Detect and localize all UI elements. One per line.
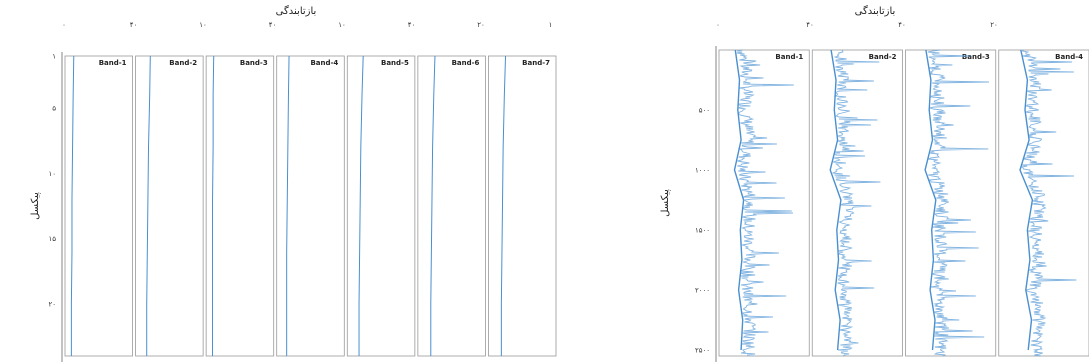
band-profile-line bbox=[927, 49, 990, 357]
band-label: Band-4 bbox=[1055, 53, 1083, 61]
band-profile-baseline bbox=[924, 49, 937, 351]
y-tick-label: ۱۰ bbox=[48, 170, 56, 178]
x-tick-label: ۴۰ bbox=[806, 21, 814, 29]
chart-right-svg: بازتابندگی ۰ ۴۰ ۴۰ ۲۰ ۵۰۰ ۱۰۰۰ ۱۵۰۰ ۲۰۰۰ ۲۵۰۰ پیکس… bbox=[660, 5, 1089, 362]
band-profile-baseline bbox=[1019, 49, 1034, 351]
band-panel-frame bbox=[718, 49, 810, 357]
x-tick-label: ۰ bbox=[716, 21, 720, 29]
band-panel-frame bbox=[135, 55, 204, 357]
y-tick-label: ۵۰۰ bbox=[699, 107, 710, 115]
band-profile-line bbox=[1020, 49, 1077, 357]
band-label: Band-4 bbox=[310, 59, 338, 67]
y-tick-label: ۱ bbox=[52, 53, 56, 61]
y-tick-label: ۱۵۰۰ bbox=[695, 227, 710, 235]
band-profile-baseline bbox=[733, 49, 745, 351]
band-panel-frame bbox=[276, 55, 345, 357]
band-panel-frame bbox=[811, 49, 903, 357]
band-label: Band-3 bbox=[962, 53, 990, 61]
band-panel-frame bbox=[64, 55, 133, 357]
chart-title: بازتابندگی bbox=[855, 5, 896, 17]
chart-left-band-profiles: بازتابندگی ۰ ۴۰ ۱۰ ۴۰ ۱۰ ۴۰ ۲۰ ۱ ۱ ۵ ۱۰ ۱۵ ۲۰ پیکسل Ban… bbox=[30, 5, 557, 362]
y-axis-label: پیکسل bbox=[660, 189, 671, 217]
y-tick-label: ۱۰۰۰ bbox=[695, 167, 710, 175]
chart-right-band-profiles: بازتابندگی ۰ ۴۰ ۴۰ ۲۰ ۵۰۰ ۱۰۰۰ ۱۵۰۰ ۲۰۰۰ ۲۵۰۰ پیکس… bbox=[660, 0, 1089, 364]
band-profile-line bbox=[358, 55, 364, 356]
band-label: Band-2 bbox=[869, 53, 897, 61]
x-tick-label: ۲۰ bbox=[477, 21, 485, 29]
y-tick-label: ۲۰۰۰ bbox=[695, 287, 710, 295]
band-profile-line bbox=[430, 55, 436, 356]
band-label: Band-5 bbox=[381, 59, 409, 67]
band-profile-baseline bbox=[829, 49, 842, 351]
band-profile-line bbox=[70, 55, 75, 356]
band-label: Band-3 bbox=[240, 59, 268, 67]
band-label: Band-1 bbox=[775, 53, 803, 61]
band-label: Band-2 bbox=[169, 59, 197, 67]
y-tick-label: ۲۵۰۰ bbox=[695, 347, 710, 355]
band-panel-frame bbox=[488, 55, 557, 357]
band-profile-line bbox=[736, 49, 794, 357]
x-tick-label: ۱۰ bbox=[199, 21, 207, 29]
y-axis-label: پیکسل bbox=[30, 192, 41, 220]
y-tick-label: ۲۰ bbox=[48, 300, 56, 308]
band-panel-frame bbox=[346, 55, 416, 357]
chart-title: بازتابندگی bbox=[276, 5, 317, 17]
x-tick-label: ۴۰ bbox=[130, 21, 138, 29]
band-profile-line bbox=[832, 49, 881, 357]
band-label: Band-7 bbox=[522, 59, 550, 67]
y-tick-label: ۱۵ bbox=[48, 235, 56, 243]
band-profile-line bbox=[500, 55, 507, 356]
x-tick-label: ۱۰ bbox=[338, 21, 346, 29]
x-tick-label: ۲۰ bbox=[990, 21, 998, 29]
x-tick-label: ۴۰ bbox=[269, 21, 277, 29]
x-tick-label: ۰ bbox=[62, 21, 66, 29]
band-label: Band-1 bbox=[99, 59, 127, 67]
band-panel-frame bbox=[205, 55, 275, 357]
band-profile-line bbox=[286, 55, 290, 356]
band-panel-frame bbox=[905, 49, 997, 357]
x-tick-label: ۴۰ bbox=[408, 21, 416, 29]
x-tick-label: ۴۰ bbox=[898, 21, 906, 29]
band-panel-frame bbox=[998, 49, 1089, 357]
band-panel-frame bbox=[417, 55, 486, 357]
band-profile-line bbox=[212, 55, 215, 356]
band-label: Band-6 bbox=[452, 59, 480, 67]
band-profile-line bbox=[146, 55, 151, 356]
y-tick-label: ۵ bbox=[52, 105, 56, 113]
x-tick-label: ۱ bbox=[549, 21, 553, 29]
